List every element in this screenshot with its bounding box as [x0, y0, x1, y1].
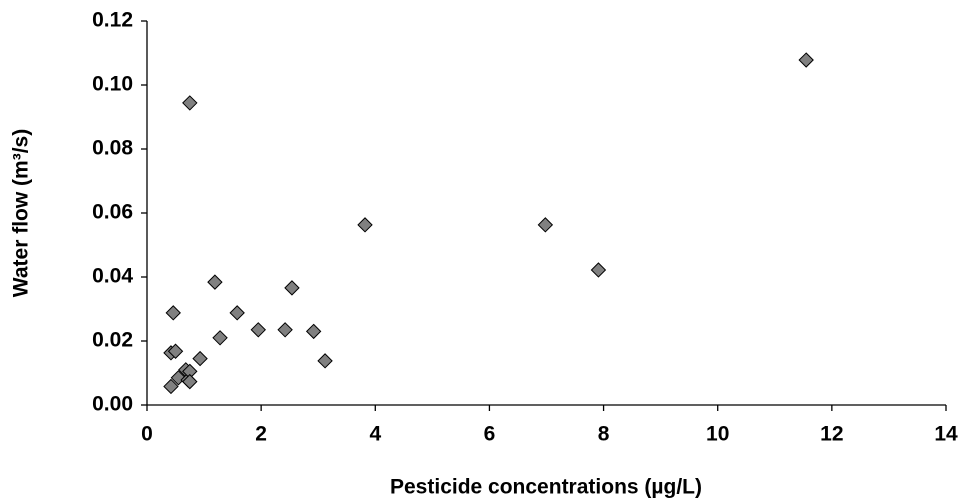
y-tick-label: 0.10	[92, 73, 133, 96]
point	[182, 95, 198, 111]
x-axis-label: Pesticide concentrations (µg/L)	[390, 476, 702, 499]
x-tick-label: 10	[706, 423, 729, 446]
y-tick-label: 0.12	[92, 9, 133, 32]
x-tick-label: 14	[934, 423, 958, 446]
x-tick-label: 4	[369, 423, 381, 446]
y-tick-label: 0.06	[92, 201, 133, 224]
point	[798, 52, 814, 68]
point	[317, 353, 333, 369]
point	[163, 378, 179, 395]
y-axis-label: Water flow (m³/s)	[10, 129, 33, 297]
point	[182, 373, 198, 390]
point	[357, 217, 373, 233]
x-tick-label: 8	[598, 423, 610, 446]
x-tick-label: 0	[141, 423, 153, 446]
x-tick-label: 6	[484, 423, 496, 446]
point	[250, 322, 266, 338]
point	[537, 217, 554, 233]
point	[167, 343, 184, 359]
point	[212, 330, 228, 346]
point	[207, 274, 223, 290]
x-tick-label: 12	[820, 423, 843, 446]
y-tick-label: 0.02	[92, 329, 133, 352]
point	[284, 280, 300, 296]
y-tick-label: 0.04	[92, 265, 133, 288]
y-tick-label: 0.08	[92, 137, 133, 160]
point	[277, 322, 293, 338]
point	[229, 305, 245, 321]
y-tick-label: 0.00	[92, 393, 133, 416]
point	[305, 323, 322, 340]
x-tick-label: 2	[255, 423, 267, 446]
point	[192, 350, 208, 367]
point	[590, 262, 607, 278]
point	[165, 305, 181, 321]
